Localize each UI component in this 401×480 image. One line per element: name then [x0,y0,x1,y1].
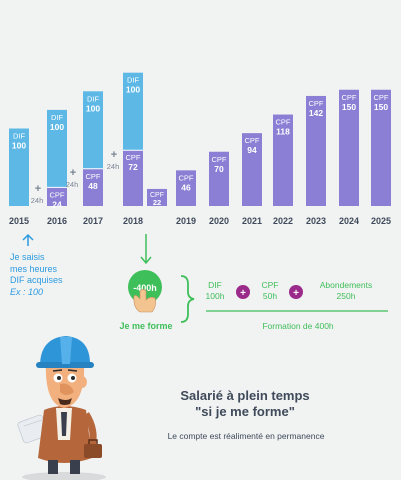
bar-label-series: DIF [87,94,100,103]
step-arrowhead [140,256,152,265]
bar-cpf [273,114,293,206]
note-line: Je saisis [10,252,45,262]
note-example: Ex : 100 [10,286,44,297]
formula-dif-label: DIF [208,280,222,290]
x-tick-label: 2018 [123,216,143,226]
bar-value-label: 46 [181,182,191,192]
bar-value-label: 100 [86,103,100,113]
bar-value-label: 24 [52,199,62,209]
x-tick-label: 2024 [339,216,359,226]
increment-label: 24h [31,196,44,205]
x-tick-label: 2020 [209,216,229,226]
bar-label-series: DIF [51,113,64,122]
x-tick-label: 2019 [176,216,196,226]
bar-value-label: 48 [88,181,98,191]
plus-circle-icon [236,285,250,299]
plus-sign: + [240,288,246,299]
bar-dif [123,72,143,151]
bar-cpf [242,133,262,206]
bar-value-label: 118 [276,127,290,137]
plus-circle-icon [289,285,303,299]
x-tick-label: 2021 [242,216,262,226]
formula-cpf-label: CPF [262,280,279,290]
note-line: DIF acquises [10,275,63,285]
bar-label-series: CPF [245,136,260,145]
bar-label-series: CPF [276,118,291,127]
bar-dif [9,128,29,206]
bar-label-series: CPF [212,155,227,164]
note-line: mes heures [10,263,58,274]
x-tick-label: 2015 [9,216,29,226]
bar-value-label: 150 [374,102,388,112]
x-tick-label: 2016 [47,216,67,226]
formula-result: Formation de 400h [262,321,334,331]
bar-value-label: 72 [128,162,138,172]
bar-cpf [339,89,359,206]
x-tick-label: 2025 [371,216,391,226]
increment-label: 24h [107,162,120,171]
bar-dif [47,109,67,188]
x-tick-label: 2022 [273,216,293,226]
bar-label-series: CPF [126,153,141,162]
increment-plus: + [35,183,41,195]
bar-label-series: CPF [50,190,65,199]
bar-cpf-2018-extra [147,188,167,206]
plus-sign: + [293,288,299,299]
bar-dif [83,91,103,169]
bars-layer: DIF100CPF24DIF100CPF48DIF100CPF72DIF100C… [9,72,391,209]
bar-cpf [47,187,67,206]
increments-layer: +24h+24h+24h [31,149,120,205]
worker-illustration [17,336,106,480]
x-tick-label: 2023 [306,216,326,226]
bar-value-label: 100 [50,122,64,132]
bar-value-label: 100 [12,141,26,151]
bar-value-label: 142 [309,108,323,118]
bar-cpf [306,95,326,206]
hand-icon [133,289,156,313]
formula-abondements-value: 250h [337,291,356,301]
increment-plus: + [70,167,76,179]
x-tick-labels: 2015 2016 2017 2018 2019 2020 2021 2022 2023 2024… [9,216,391,226]
increment-label: 24h [66,180,79,189]
x-tick-label: 2017 [83,216,103,226]
step-badge-text: -400h [133,283,157,293]
bar-value-label: 100 [126,85,140,95]
illustration-title: Salarié à plein temps "si je me forme" [150,388,340,420]
note-arrowhead [22,233,34,241]
bar-label-series: CPF [374,93,389,102]
brace [180,275,195,323]
bar-cpf [176,170,196,206]
bar-cpf [371,89,391,206]
illustration-subtitle: Le compte est réalimenté en permanence [167,431,325,441]
bar-label-series: CPF [86,172,101,181]
note-text: Je saisis mes heures DIF acquises Ex : 1… [10,252,63,298]
formula-cpf-value: 50h [263,291,277,301]
bar-cpf [83,168,103,206]
formula-abondements-label: Abondements [320,280,372,290]
bar-value-label: 70 [214,164,224,174]
bar-value-label: 94 [247,145,257,155]
bar-label-series: DIF [13,132,26,141]
bar-label-series: CPF [309,99,324,108]
bar-label-series: CPF [342,93,357,102]
step-caption: Je me forme [119,321,172,331]
bar-label-series: CPF [179,173,194,182]
bar-cpf [123,150,143,206]
increment-plus: + [111,149,117,161]
bar-value-label: 150 [342,102,356,112]
bar-cpf [209,151,229,206]
title-line-1: Salarié à plein temps [180,388,310,403]
bar-value-label: 22 [153,198,161,207]
bar-label-series: CPF [150,192,164,199]
title-line-2: "si je me forme" [195,404,295,419]
formula-dif-value: 100h [206,291,225,301]
bar-label-series: DIF [127,76,140,85]
